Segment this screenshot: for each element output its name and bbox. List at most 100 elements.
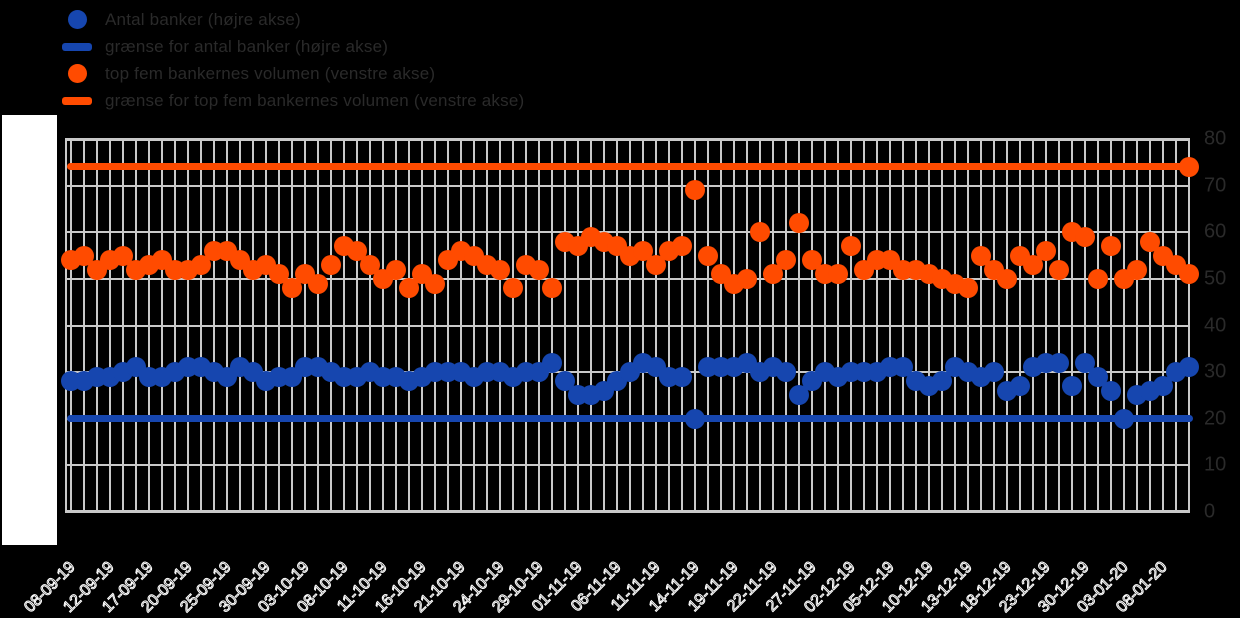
v-gridline (122, 139, 124, 512)
limit-line (67, 415, 1193, 423)
data-point (74, 245, 94, 266)
v-gridline (1188, 139, 1190, 512)
data-point (1140, 231, 1160, 252)
v-gridline (1110, 139, 1112, 512)
v-gridline (239, 139, 241, 512)
v-gridline (1097, 139, 1099, 512)
h-gridline (65, 464, 1190, 467)
data-point (633, 240, 653, 261)
v-gridline (304, 139, 306, 512)
v-gridline (824, 139, 826, 512)
v-gridline (317, 139, 319, 512)
v-gridline (928, 139, 930, 512)
y-axis-tick-label-right: 40 (1204, 314, 1227, 336)
v-gridline (226, 139, 228, 512)
v-gridline (720, 139, 722, 512)
data-point (1088, 268, 1108, 289)
y-axis-tick-label-right: 30 (1204, 360, 1227, 383)
data-point (1088, 366, 1108, 387)
v-gridline (499, 139, 501, 512)
data-point (1075, 352, 1095, 373)
v-gridline (811, 139, 813, 512)
data-point (1049, 352, 1069, 373)
legend-item: grænse for top fem bankernes volumen (ve… (60, 87, 524, 114)
v-gridline (863, 139, 865, 512)
v-gridline (174, 139, 176, 512)
v-gridline (408, 139, 410, 512)
data-point (490, 259, 510, 280)
legend: Antal banker (højre akse) grænse for ant… (60, 6, 524, 114)
legend-label: grænse for antal banker (højre akse) (105, 36, 389, 56)
legend-label: grænse for top fem bankernes volumen (ve… (105, 90, 525, 110)
data-point (399, 278, 419, 299)
blue-circle-marker-icon (67, 10, 87, 29)
h-gridline (65, 231, 1190, 234)
data-point (1062, 376, 1082, 397)
h-gridline (65, 277, 1190, 280)
data-point (1101, 380, 1121, 401)
data-point (646, 254, 666, 275)
v-gridline (395, 139, 397, 512)
v-gridline (603, 139, 605, 512)
legend-label: top fem bankernes volumen (venstre akse) (105, 63, 436, 83)
y-axis-tick-label-right: 20 (1204, 407, 1227, 430)
v-gridline (668, 139, 670, 512)
v-gridline (1162, 139, 1164, 512)
v-gridline (434, 139, 436, 512)
v-gridline (70, 139, 72, 512)
v-gridline (629, 139, 631, 512)
data-point (1179, 357, 1199, 378)
data-point (1114, 408, 1134, 429)
v-gridline (512, 139, 514, 512)
v-gridline (564, 139, 566, 512)
v-gridline (330, 139, 332, 512)
v-gridline (1006, 139, 1008, 512)
legend-marker-cell (60, 10, 94, 29)
v-gridline (772, 139, 774, 512)
v-gridline (200, 139, 202, 512)
v-gridline (759, 139, 761, 512)
v-gridline (356, 139, 358, 512)
data-point (776, 362, 796, 383)
v-gridline (915, 139, 917, 512)
v-gridline (967, 139, 969, 512)
data-point (737, 268, 757, 289)
v-gridline (577, 139, 579, 512)
limit-line (67, 163, 1193, 171)
data-point (425, 273, 445, 294)
legend-marker-cell (60, 96, 94, 105)
v-gridline (96, 139, 98, 512)
v-gridline (954, 139, 956, 512)
v-gridline (590, 139, 592, 512)
v-gridline (980, 139, 982, 512)
data-point (503, 278, 523, 299)
data-point (529, 259, 549, 280)
y-axis-left-background (2, 115, 57, 545)
data-point (750, 222, 770, 243)
data-point (347, 240, 367, 261)
data-point (191, 254, 211, 275)
v-gridline (681, 139, 683, 512)
v-gridline (1175, 139, 1177, 512)
v-gridline (252, 139, 254, 512)
v-gridline (447, 139, 449, 512)
data-point (1153, 376, 1173, 397)
v-gridline (148, 139, 150, 512)
data-point (282, 278, 302, 299)
v-gridline (1084, 139, 1086, 512)
blue-line-marker-icon (62, 42, 92, 51)
x-axis: 08-09-19 12-09-19 17-09-19 20-09-19 25-09-19… (0, 556, 1240, 618)
data-point (308, 273, 328, 294)
data-point (542, 278, 562, 299)
data-point (698, 245, 718, 266)
data-point (1023, 254, 1043, 275)
data-point (1127, 259, 1147, 280)
data-point (841, 236, 861, 257)
v-gridline (421, 139, 423, 512)
data-point (789, 212, 809, 233)
h-gridline (65, 324, 1190, 327)
v-gridline (551, 139, 553, 512)
v-gridline (655, 139, 657, 512)
v-gridline (525, 139, 527, 512)
data-point (828, 264, 848, 285)
